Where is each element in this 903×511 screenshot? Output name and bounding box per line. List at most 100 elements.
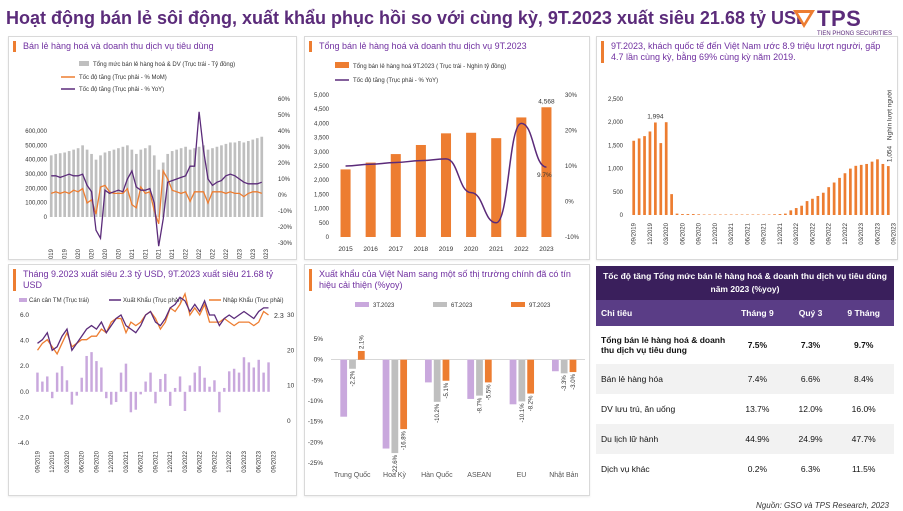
bar	[391, 359, 399, 454]
growth-line	[345, 122, 547, 224]
y-right-tick: 30%	[278, 145, 291, 151]
table-row: Bán lẻ hàng hóa 7.4% 6.6% 8.4%	[596, 364, 894, 394]
bar	[109, 391, 113, 405]
bar	[152, 155, 156, 217]
y-right-tick: 0%	[278, 193, 287, 199]
y-tick: 1,000	[608, 167, 624, 173]
x-tick: 2019	[439, 246, 454, 253]
y-left-tick: 2,500	[314, 164, 330, 170]
legend-label: Xuất Khẩu (Trục phải)	[123, 297, 181, 304]
y-right-tick: 20%	[278, 161, 291, 167]
y-left-tick: -2.0	[18, 414, 30, 421]
bar	[54, 153, 58, 217]
bar	[255, 138, 259, 217]
x-tick: 06/2021	[139, 450, 145, 472]
y-left-tick: -4.0	[18, 440, 30, 447]
bar	[63, 152, 67, 217]
bar	[773, 214, 776, 215]
bar	[433, 359, 441, 402]
bar	[81, 145, 84, 217]
bar	[168, 391, 172, 406]
x-tick: Trung Quốc	[334, 470, 371, 479]
x-tick: 2022	[514, 246, 529, 253]
bar	[149, 372, 152, 392]
retail-annual-panel: Tổng bán lẻ hàng hoá và doanh thu dịch v…	[304, 36, 590, 260]
bar	[67, 151, 71, 217]
bar	[179, 148, 183, 217]
bar	[183, 391, 187, 411]
x-tick: 03/2022	[183, 450, 189, 472]
data-label: -8.7%	[478, 397, 484, 413]
x-tick: 03/2021	[729, 222, 735, 244]
y-left-tick: 4,500	[314, 107, 330, 113]
bar	[175, 149, 178, 217]
source-note: Nguồn: GSO và TPS Research, 2023	[756, 501, 889, 510]
x-tick: 06/2023	[875, 222, 881, 244]
bar	[130, 149, 134, 217]
bar	[832, 182, 836, 215]
bar	[670, 194, 673, 215]
y-right-tick: 10	[287, 383, 295, 390]
data-label: -2.2%	[351, 370, 357, 386]
table-cell: 13.7%	[745, 404, 770, 414]
bar	[159, 379, 162, 392]
bar	[527, 359, 535, 394]
bar	[805, 201, 809, 215]
bar	[90, 153, 93, 217]
x-tick: 2023	[539, 246, 554, 253]
y-left-tick: 500,000	[25, 143, 47, 149]
bar	[516, 117, 527, 237]
x-tick: 06/2023	[251, 248, 257, 259]
x-tick: 09/2022	[827, 222, 833, 244]
x-tick: 12/2021	[170, 248, 176, 259]
bar	[467, 359, 475, 399]
x-tick: 06/2022	[810, 222, 816, 244]
bar	[560, 359, 568, 374]
x-tick: 09/2021	[157, 248, 163, 259]
bar	[90, 352, 93, 392]
y-left-tick: 0	[44, 215, 48, 221]
growth-table: Chỉ tiêu Tháng 9 Quý 3 9 Tháng Tổng bán …	[596, 300, 894, 484]
retail-monthly-chart: Tổng mức bán lẻ hàng hoá & DV (Trục trái…	[25, 61, 293, 259]
x-tick: 12/2021	[168, 450, 174, 472]
table-cell: 24.9%	[787, 424, 834, 454]
y-right-tick: 10%	[278, 177, 291, 183]
bar	[193, 148, 196, 217]
bar	[154, 391, 157, 404]
data-label: -8.2%	[529, 395, 535, 411]
bar	[105, 391, 108, 399]
legend-swatch	[19, 298, 27, 302]
retail-annual-chart: Tổng bán lẻ hàng hoá 9T.2023 ( Trục trái…	[314, 62, 580, 253]
x-tick: 12/2019	[648, 222, 654, 244]
bar	[424, 359, 432, 383]
table-cell: 6.3%	[800, 464, 821, 474]
brand-logo: TPS TIEN PHONG SECURITIES	[793, 6, 893, 40]
bar	[691, 214, 695, 215]
table-cell: 9.7%	[854, 340, 874, 350]
bar	[144, 381, 147, 392]
bar	[197, 146, 201, 217]
bar	[675, 213, 679, 215]
bar	[41, 381, 44, 392]
bar	[178, 376, 182, 392]
table-cell: 47.7%	[833, 424, 894, 454]
bar	[112, 149, 116, 217]
bar	[886, 166, 890, 215]
bar	[76, 148, 80, 217]
x-tick: 09/2023	[892, 222, 897, 244]
bar	[821, 192, 825, 215]
bar	[100, 367, 103, 392]
bar	[49, 155, 53, 217]
bar	[85, 149, 89, 217]
x-tick: 06/2022	[198, 450, 204, 472]
page-title: Hoạt động bán lẻ sôi động, xuất khẩu phụ…	[6, 8, 809, 28]
x-tick: Hoa Kỳ	[383, 472, 406, 479]
bar	[198, 366, 201, 392]
x-tick: 03/2021	[124, 450, 130, 472]
bar	[211, 148, 214, 217]
x-tick: 09/2022	[210, 248, 216, 259]
x-tick: 12/2020	[109, 450, 115, 472]
x-tick: EU	[517, 472, 527, 479]
y-right-tick: 50%	[278, 113, 291, 119]
y-right-tick: 40%	[278, 129, 291, 135]
